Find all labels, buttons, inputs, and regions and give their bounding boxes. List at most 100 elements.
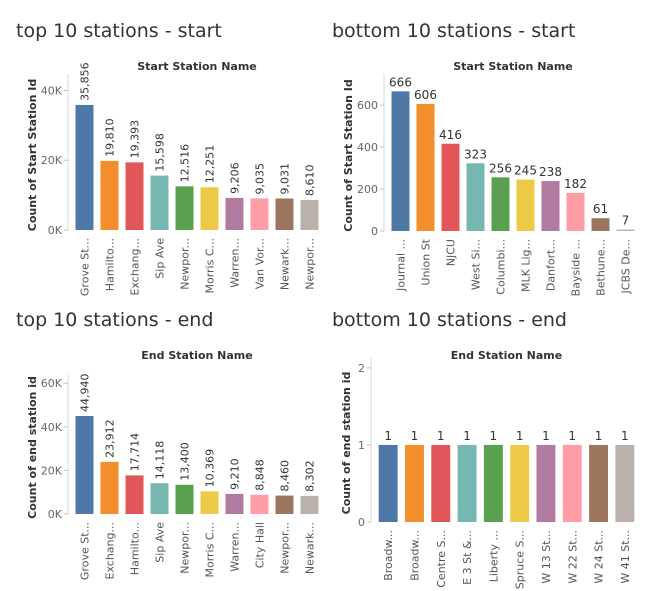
x-tick-label: Broadw... <box>382 530 395 581</box>
data-label: 1 <box>621 429 629 443</box>
x-tick-label: Van Vor... <box>254 238 267 289</box>
data-label: 238 <box>539 165 562 179</box>
x-tick-label: Columbi... <box>495 239 508 295</box>
x-tick-label: Broadw... <box>408 530 421 581</box>
x-tick-label: Bayside ... <box>570 239 583 296</box>
data-label: 9,031 <box>279 163 292 195</box>
x-tick-label: Newark... <box>279 238 292 290</box>
x-tick-label: Grove St... <box>79 238 92 296</box>
panel-title: bottom 10 stations - start <box>332 20 576 42</box>
bar <box>416 103 435 231</box>
bar <box>100 461 119 514</box>
bar <box>150 483 169 514</box>
x-tick-label: Liberty ... <box>487 530 500 582</box>
x-axis-title: End Station Name <box>141 349 252 362</box>
bar <box>200 491 219 514</box>
x-tick-label: West Si... <box>470 239 483 290</box>
x-tick-label: Newark... <box>304 522 317 574</box>
y-tick-label: 400 <box>357 141 378 154</box>
bar <box>378 444 398 522</box>
data-label: 15,598 <box>154 133 167 172</box>
y-tick-label: 0 <box>371 225 378 238</box>
chart-panel-top-end: top 10 stations - end End Station Name Co… <box>16 309 326 589</box>
bar <box>589 444 609 522</box>
data-label: 8,848 <box>254 459 267 491</box>
x-tick-label: Newpor... <box>179 522 192 574</box>
data-label: 1 <box>595 429 603 443</box>
bar <box>150 175 169 230</box>
bar <box>75 416 94 514</box>
x-tick-label: Danfort... <box>545 239 558 291</box>
y-tick-label: 20K <box>41 154 63 167</box>
x-tick-label: W 13 St... <box>540 530 553 584</box>
data-label: 666 <box>389 75 412 89</box>
bar <box>275 495 294 514</box>
data-label: 1 <box>384 429 392 443</box>
bar <box>431 444 451 522</box>
x-tick-label: Newpor... <box>279 522 292 574</box>
data-label: 12,251 <box>204 145 217 184</box>
x-tick-label: Journal ... <box>395 239 408 292</box>
bar <box>125 475 144 514</box>
x-tick-label: W 41 St... <box>619 530 632 584</box>
data-label: 9,035 <box>254 163 267 195</box>
data-label: 256 <box>489 161 512 175</box>
data-label: 1 <box>463 429 471 443</box>
y-axis-title: Count of Start Station Id <box>342 79 355 232</box>
bar <box>615 444 635 522</box>
bar <box>125 162 144 230</box>
bar <box>441 143 460 231</box>
data-label: 8,460 <box>279 460 292 492</box>
chart-panel-bottom-start: bottom 10 stations - start Start Station… <box>332 20 642 300</box>
bar <box>616 229 635 231</box>
y-axis-title: Count of end station id <box>26 376 39 519</box>
bar <box>516 179 535 231</box>
bar <box>175 484 194 514</box>
x-tick-label: Warren... <box>229 522 242 572</box>
x-tick-label: Newpor... <box>179 238 192 290</box>
data-label: 14,118 <box>154 441 167 480</box>
data-label: 10,369 <box>204 449 217 488</box>
data-label: 606 <box>414 88 437 102</box>
panel-title: top 10 stations - start <box>16 20 222 42</box>
bar-chart-top-end: End Station Name Count of end station id 0… <box>26 349 319 580</box>
bar <box>225 493 244 514</box>
bar <box>536 444 556 522</box>
data-label: 1 <box>542 429 550 443</box>
y-tick-label: 2 <box>358 362 365 375</box>
x-tick-label: Union St <box>420 238 433 285</box>
y-tick-label: 20K <box>41 464 63 477</box>
y-tick-label: 60K <box>41 377 63 390</box>
x-tick-label: Exchang... <box>104 522 117 579</box>
data-label: 19,810 <box>104 118 117 157</box>
y-tick-label: 40K <box>41 421 63 434</box>
x-tick-label: Morris C... <box>204 238 217 294</box>
x-tick-label: Sip Ave <box>154 522 167 563</box>
data-label: 1 <box>437 429 445 443</box>
chart-panel-top-start: top 10 stations - start Start Station Na… <box>16 20 326 300</box>
bar <box>541 181 560 231</box>
data-label: 35,856 <box>79 62 92 101</box>
data-label: 7 <box>622 214 630 228</box>
panel-title: top 10 stations - end <box>16 309 214 331</box>
data-label: 9,206 <box>229 162 242 194</box>
data-label: 8,302 <box>304 460 317 492</box>
x-tick-label: E 3 St &... <box>461 530 474 585</box>
panel-title: bottom 10 stations - end <box>332 309 567 331</box>
x-tick-label: Bethune... <box>595 239 608 296</box>
bar <box>391 91 410 231</box>
bar <box>225 197 244 230</box>
x-tick-label: City Hall <box>254 522 267 568</box>
data-label: 1 <box>568 429 576 443</box>
x-tick-label: Hamilto... <box>104 238 117 291</box>
bar <box>562 444 582 522</box>
bar <box>404 444 424 522</box>
bar-chart-bottom-end: End Station Name Count of end station id 0… <box>340 349 635 589</box>
data-label: 8,610 <box>304 164 317 196</box>
y-tick-label: 600 <box>357 99 378 112</box>
data-label: 12,516 <box>179 144 192 183</box>
bar <box>591 218 610 231</box>
x-tick-label: Morris C... <box>204 522 217 578</box>
data-label: 44,940 <box>79 374 92 413</box>
x-tick-label: NJCU <box>445 239 458 266</box>
